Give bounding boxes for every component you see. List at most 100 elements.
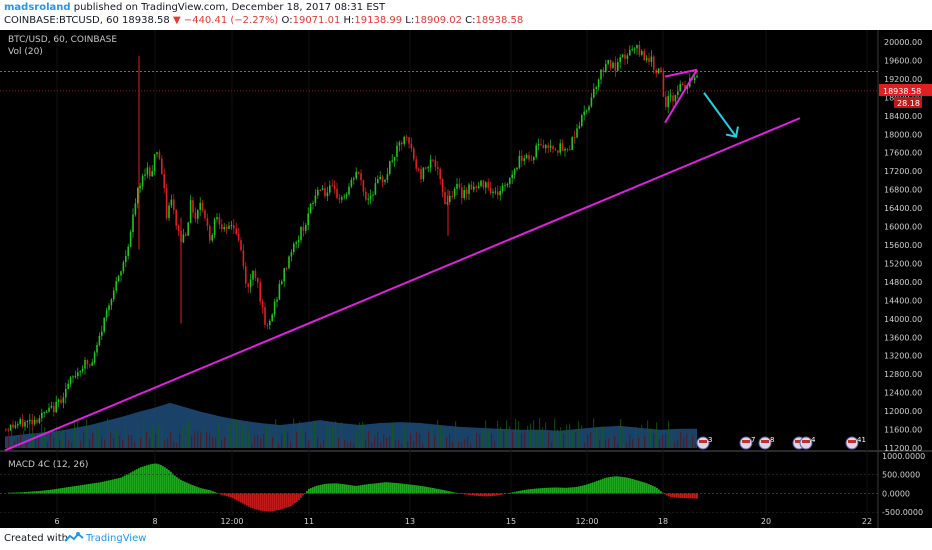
- macd-bar: [396, 483, 398, 494]
- volume-bar: [266, 426, 268, 448]
- candle-down: [163, 173, 165, 189]
- candle-down: [542, 145, 545, 149]
- macd-bar: [678, 493, 680, 498]
- macd-bar: [454, 492, 456, 494]
- candle-up: [535, 145, 537, 158]
- macd-bar: [628, 478, 630, 494]
- volume-bar: [527, 425, 529, 448]
- candle-up: [14, 425, 17, 428]
- volume-bar: [236, 419, 238, 448]
- y-tick-label: 18400.00: [884, 112, 922, 121]
- volume-bar: [242, 424, 244, 448]
- candle-up: [511, 174, 513, 179]
- volume-bar: [599, 439, 601, 448]
- tradingview-brand[interactable]: TradingView: [86, 533, 147, 544]
- candle-down: [257, 277, 259, 283]
- volume-bar: [122, 440, 124, 448]
- candle-down: [552, 145, 554, 150]
- macd-bar: [402, 483, 404, 494]
- volume-bar: [152, 428, 154, 448]
- volume-bar: [365, 440, 367, 448]
- macd-bar: [26, 491, 28, 494]
- author-link[interactable]: madsroland: [4, 2, 71, 13]
- macd-bar: [364, 484, 366, 494]
- macd-bar: [80, 485, 82, 494]
- macd-bar: [10, 492, 12, 494]
- macd-bar: [372, 483, 374, 494]
- candle-down: [497, 191, 499, 196]
- candle-up: [633, 48, 636, 50]
- volume-bar: [128, 434, 130, 448]
- low-value: 18909.02: [414, 15, 462, 26]
- macd-bar: [440, 489, 442, 494]
- event-flag-icon: [848, 440, 856, 443]
- candle-up: [153, 154, 156, 172]
- symbol-line: COINBASE:BTCUSD, 60 18938.58 ▼ −440.41 (…: [4, 15, 523, 26]
- macd-bar: [586, 484, 588, 494]
- candle-down: [434, 160, 437, 168]
- macd-bar: [684, 493, 686, 499]
- candle-down: [681, 83, 684, 86]
- macd-bar: [98, 482, 100, 494]
- candle-down: [175, 209, 177, 226]
- macd-bar: [92, 483, 94, 494]
- macd-bar: [650, 485, 652, 494]
- macd-bar: [40, 490, 42, 494]
- macd-bar: [142, 466, 144, 494]
- candle-up: [612, 62, 614, 68]
- candle-up: [122, 262, 125, 272]
- volume-bar: [245, 427, 247, 448]
- volume-bar: [671, 429, 673, 448]
- macd-bar: [498, 493, 500, 496]
- volume-bar: [614, 435, 616, 448]
- macd-bar: [234, 493, 236, 500]
- candle-down: [420, 168, 422, 180]
- price-chart-svg[interactable]: 3785441 20000.0019600.0019200.0018800.00…: [0, 30, 932, 528]
- candle-down: [237, 233, 240, 241]
- macd-bar: [298, 493, 300, 501]
- macd-bar: [484, 493, 486, 497]
- volume-bar: [683, 437, 685, 448]
- chart-area[interactable]: 3785441 20000.0019600.0019200.0018800.00…: [0, 30, 932, 528]
- macd-bar: [424, 486, 426, 494]
- macd-bar: [430, 487, 432, 494]
- volume-bar: [92, 433, 94, 448]
- macd-bar: [512, 492, 514, 494]
- macd-bar: [694, 493, 696, 499]
- macd-bar: [642, 482, 644, 494]
- candle-down: [609, 59, 612, 68]
- macd-bar: [66, 487, 68, 494]
- volume-bar: [479, 434, 481, 448]
- macd-bar: [104, 481, 106, 494]
- volume-bar: [71, 442, 73, 448]
- volume-bar: [233, 418, 235, 448]
- candle-down: [561, 143, 564, 151]
- volume-bar: [392, 423, 394, 448]
- macd-bar: [156, 463, 158, 494]
- candle-up: [129, 232, 132, 247]
- macd-bar: [114, 479, 116, 494]
- candle-down: [5, 428, 7, 430]
- event-count: 8: [770, 436, 774, 444]
- macd-bar: [302, 493, 304, 496]
- candle-up: [518, 155, 521, 168]
- macd-bar: [428, 487, 430, 494]
- volume-bar: [182, 426, 184, 448]
- macd-bar: [148, 464, 150, 494]
- macd-bar: [180, 479, 182, 494]
- macd-bar: [200, 488, 202, 494]
- candle-up: [650, 56, 653, 62]
- candle-up: [631, 49, 633, 51]
- volume-bar: [50, 431, 52, 448]
- grid-layer: [0, 30, 932, 528]
- volume-bar: [389, 436, 391, 448]
- volume-bar: [206, 432, 208, 448]
- candle-up: [65, 388, 67, 398]
- macd-bar: [112, 479, 114, 494]
- candle-down: [662, 70, 665, 97]
- candle-up: [278, 283, 281, 300]
- candle-down: [254, 270, 257, 278]
- macd-bar: [318, 485, 320, 494]
- macd-bar: [96, 482, 98, 494]
- candle-down: [439, 169, 441, 179]
